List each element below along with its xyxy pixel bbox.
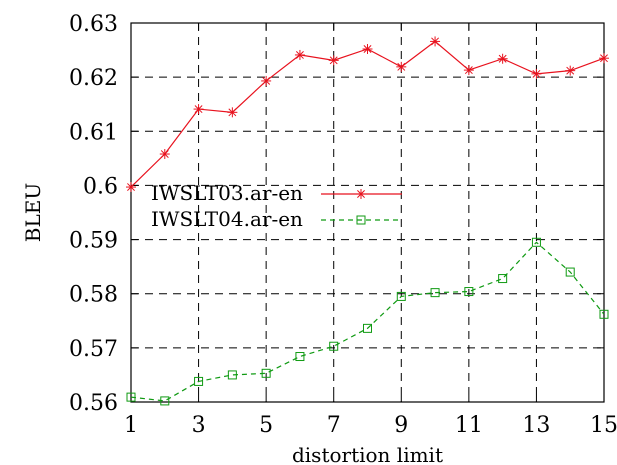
series-point-star xyxy=(430,36,441,47)
x-tick-label: 1 xyxy=(124,413,138,438)
y-tick-label: 0.56 xyxy=(69,391,118,416)
y-tick-label: 0.6 xyxy=(83,174,118,199)
x-tick-label: 15 xyxy=(590,413,617,438)
series-point-star xyxy=(362,43,373,54)
series-iwslt03-ar-en xyxy=(126,36,609,193)
axis-ticks: 1 3 5 7 9 11 13 150.560.570.580.590.60.610.620.… xyxy=(69,12,617,438)
y-tick-label: 0.63 xyxy=(69,12,118,37)
series-point-square xyxy=(295,352,305,362)
series-point-square xyxy=(194,376,204,386)
series-point-star xyxy=(126,182,136,193)
series-point-star xyxy=(531,68,542,79)
series-point-square xyxy=(599,309,609,319)
series-line xyxy=(130,241,605,402)
series-point-star xyxy=(159,149,170,160)
series-iwslt04-ar-en xyxy=(126,237,609,406)
series-point-star xyxy=(261,75,272,86)
x-tick-label: 9 xyxy=(394,413,408,438)
y-axis-label: BLEU xyxy=(21,183,45,242)
series-point-square xyxy=(464,287,474,297)
y-tick-label: 0.58 xyxy=(69,283,118,308)
y-tick-label: 0.61 xyxy=(69,120,118,145)
x-tick-label: 7 xyxy=(327,413,341,438)
grid-lines xyxy=(131,23,604,402)
series-point-square xyxy=(227,370,237,380)
series-point-star xyxy=(565,65,576,76)
x-tick-label: 5 xyxy=(259,413,273,438)
x-tick-label: 3 xyxy=(192,413,206,438)
series-point-square xyxy=(498,274,508,284)
series-point-star xyxy=(356,189,366,199)
series-point-square xyxy=(261,368,271,378)
legend-label: IWSLT04.ar-en xyxy=(151,207,303,231)
y-tick-label: 0.57 xyxy=(69,337,118,362)
series-point-square xyxy=(126,392,136,402)
legend-label: IWSLT03.ar-en xyxy=(151,181,303,205)
series-point-square xyxy=(430,288,440,298)
series-point-star xyxy=(294,49,305,60)
y-tick-label: 0.59 xyxy=(69,229,118,254)
series-point-star xyxy=(396,61,407,72)
series-point-square xyxy=(363,323,372,333)
series-line xyxy=(130,40,605,188)
x-axis-label: distortion limit xyxy=(292,443,443,465)
series-point-star xyxy=(328,55,339,66)
series-point-square xyxy=(329,341,339,351)
series-point-star xyxy=(463,65,474,76)
y-tick-label: 0.62 xyxy=(69,66,118,91)
series-point-star xyxy=(497,53,508,64)
series-point-star xyxy=(227,107,238,118)
x-tick-label: 13 xyxy=(522,413,550,438)
series-point-square xyxy=(356,215,366,225)
series-point-square xyxy=(160,396,170,406)
series-point-star xyxy=(193,104,204,115)
plot-frame xyxy=(130,22,605,403)
series-point-square xyxy=(396,291,406,301)
series-point-square xyxy=(531,237,541,247)
x-tick-label: 11 xyxy=(455,413,483,438)
series-layer xyxy=(126,36,609,406)
series-point-square xyxy=(565,267,575,277)
series-point-star xyxy=(599,53,609,64)
